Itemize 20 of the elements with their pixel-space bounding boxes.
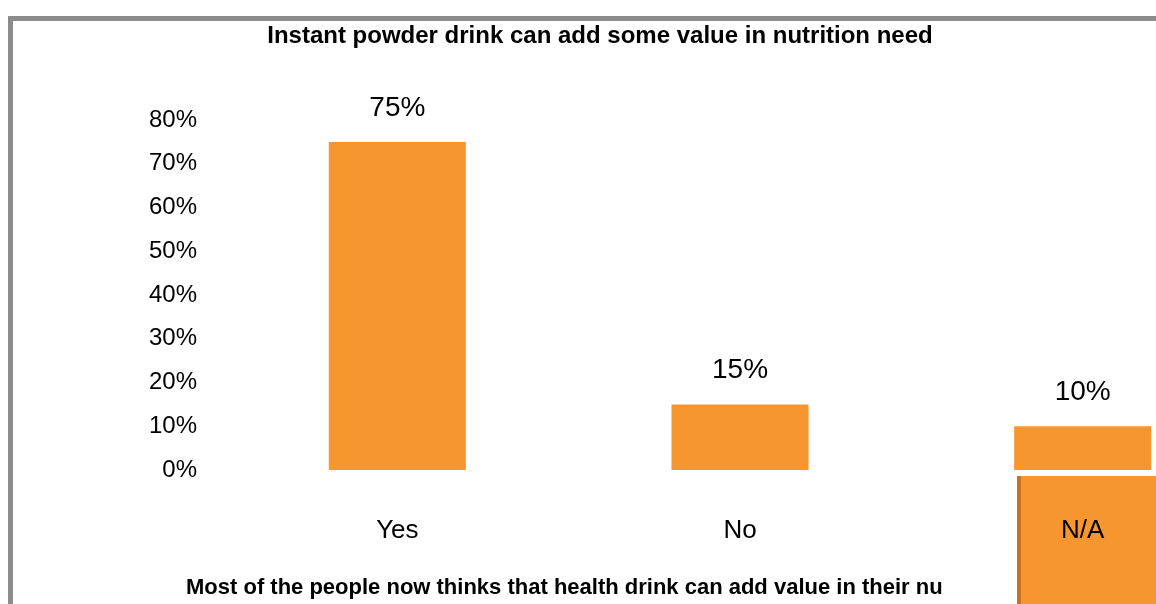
chart-title: Instant powder drink can add some value in nutrition need	[266, 21, 934, 49]
text: Most of the people now thinks that health drink can add value in their nu	[186, 574, 943, 600]
data-label: 75%	[369, 90, 426, 122]
bar	[1014, 426, 1152, 470]
y-tick-label: 20%	[148, 367, 197, 395]
data-label: 15%	[711, 353, 769, 385]
bar	[328, 141, 466, 470]
x-tick-label: N/A	[1060, 513, 1105, 544]
y-tick-label: 80%	[148, 104, 197, 132]
x-tick-label: No	[723, 513, 757, 544]
y-tick-label: 30%	[148, 323, 197, 351]
y-tick-label: 40%	[148, 279, 197, 307]
y-tick-label: 10%	[148, 410, 197, 438]
y-tick-label: 50%	[148, 235, 197, 263]
bar	[671, 404, 809, 470]
data-label: 10%	[1054, 374, 1111, 406]
y-tick-label: 0%	[162, 454, 197, 482]
y-tick-label: 70%	[148, 148, 197, 176]
y-tick-label: 60%	[148, 192, 197, 220]
x-tick-label: Yes	[376, 513, 419, 544]
